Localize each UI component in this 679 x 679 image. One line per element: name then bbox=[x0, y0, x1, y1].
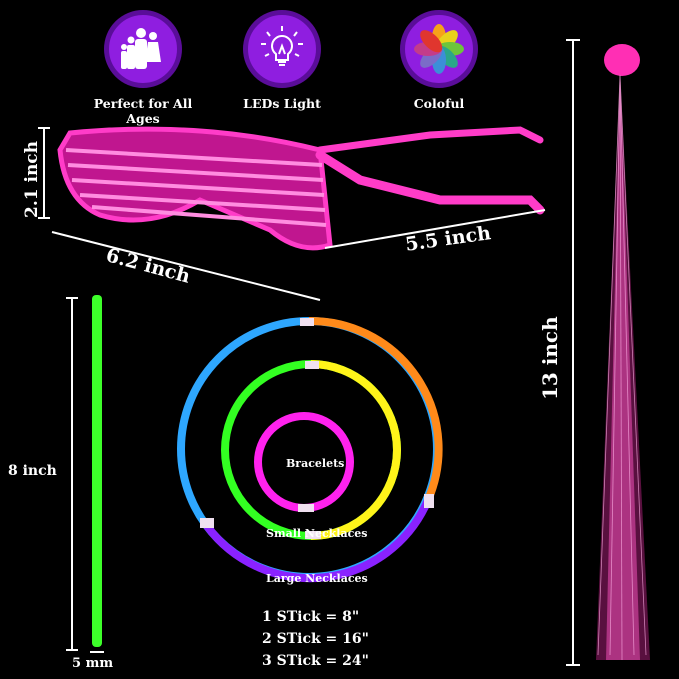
feature-colorful: Coloful bbox=[374, 10, 504, 111]
color-flower-icon bbox=[400, 10, 478, 88]
feature-leds: LEDs Light bbox=[217, 10, 347, 111]
fiber-hair-clip bbox=[596, 44, 650, 661]
feature-all-ages: Perfect for All Ages bbox=[78, 10, 208, 126]
stick-length-item: 1 STick = 8" bbox=[262, 609, 360, 625]
stick-length-item: 3 STick = 24" bbox=[262, 653, 369, 669]
small-necklaces-label: Small Necklaces bbox=[266, 527, 368, 540]
stick-lengths-list: 1 STick = 8" 2 STick = 16" 3 STick = 24" bbox=[262, 606, 369, 672]
large-necklaces-label: Large Necklaces bbox=[266, 572, 368, 585]
fiber-length-label: 13 inch bbox=[538, 316, 562, 400]
glasses-height-label: 2.1 inch bbox=[22, 140, 42, 218]
glow-stick bbox=[92, 295, 102, 647]
family-icon bbox=[104, 10, 182, 88]
feature-label: Perfect for All Ages bbox=[93, 96, 193, 126]
stick-length-item: 2 STick = 16" bbox=[262, 631, 369, 647]
stick-length-label: 8 inch bbox=[8, 463, 57, 479]
feature-label: LEDs Light bbox=[243, 96, 321, 111]
stick-width-label: 5 mm bbox=[72, 656, 114, 671]
lightbulb-icon bbox=[243, 10, 321, 88]
bracelets-label: Bracelets bbox=[286, 457, 345, 470]
feature-label: Coloful bbox=[413, 96, 465, 111]
